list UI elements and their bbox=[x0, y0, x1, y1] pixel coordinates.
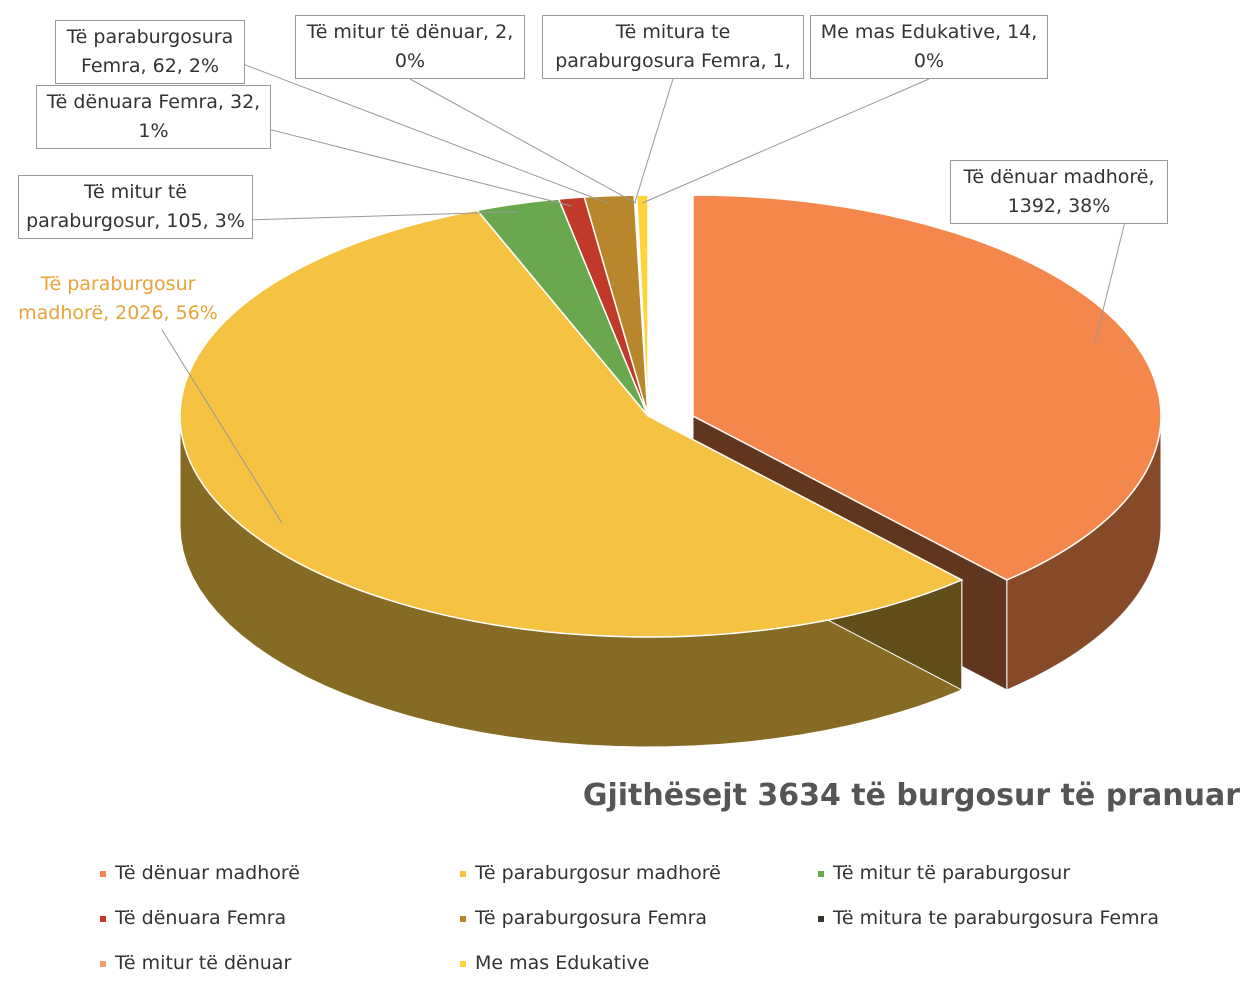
leader-line bbox=[270, 129, 572, 207]
legend-label: Të mitur të dënuar bbox=[115, 952, 292, 974]
legend-swatch bbox=[460, 915, 466, 922]
data-label: Të paraburgosur madhorë, 2026, 56% bbox=[18, 273, 218, 324]
legend-item: Të mitur të paraburgosur bbox=[818, 862, 1070, 884]
legend-item: Të mitura te paraburgosura Femra bbox=[818, 907, 1159, 929]
legend-swatch bbox=[100, 870, 106, 877]
legend-label: Me mas Edukative bbox=[475, 952, 650, 974]
legend-swatch bbox=[818, 870, 824, 877]
data-label: Të paraburgosura Femra, 62, 2% bbox=[55, 20, 245, 84]
data-label: Të mitura te paraburgosura Femra, 1, bbox=[542, 15, 804, 79]
legend-item: Të paraburgosura Femra bbox=[460, 907, 707, 929]
data-label: Me mas Edukative, 14, 0% bbox=[810, 15, 1048, 79]
leader-line bbox=[244, 64, 610, 205]
legend-label: Të mitura te paraburgosura Femra bbox=[833, 907, 1160, 929]
legend-label: Të mitur të paraburgosur bbox=[833, 862, 1071, 884]
legend-item: Të dënuara Femra bbox=[100, 907, 286, 929]
legend-swatch bbox=[100, 915, 106, 922]
legend-swatch bbox=[460, 960, 466, 967]
leader-line bbox=[409, 78, 637, 204]
data-label: Të mitur të dënuar, 2, 0% bbox=[295, 15, 525, 79]
legend-label: Të paraburgosur madhorë bbox=[475, 862, 721, 884]
data-label: Të dënuar madhorë, 1392, 38% bbox=[950, 160, 1168, 224]
legend-label: Të paraburgosura Femra bbox=[475, 907, 708, 929]
chart-title: Gjithësejt 3634 të burgosur të pranuar bbox=[582, 778, 1240, 813]
legend-item: Me mas Edukative bbox=[460, 952, 649, 974]
leader-line bbox=[161, 329, 283, 524]
data-label: Të mitur të paraburgosur, 105, 3% bbox=[18, 175, 253, 239]
legend-swatch bbox=[460, 870, 466, 877]
leader-line bbox=[634, 78, 674, 204]
slice bbox=[179, 209, 964, 638]
legend-swatch bbox=[818, 915, 824, 922]
leader-line bbox=[252, 211, 518, 221]
legend-label: Të dënuara Femra bbox=[115, 907, 287, 929]
legend-item: Të paraburgosur madhorë bbox=[460, 862, 721, 884]
slice bbox=[692, 194, 1162, 581]
leader-line bbox=[642, 78, 930, 204]
legend-item: Të mitur të dënuar bbox=[100, 952, 291, 974]
data-label: Të dënuara Femra, 32, 1% bbox=[36, 85, 271, 149]
legend-label: Të dënuar madhorë bbox=[115, 862, 300, 884]
legend-item: Të dënuar madhorë bbox=[100, 862, 300, 884]
leader-line bbox=[1094, 223, 1125, 344]
legend-swatch bbox=[100, 960, 106, 967]
